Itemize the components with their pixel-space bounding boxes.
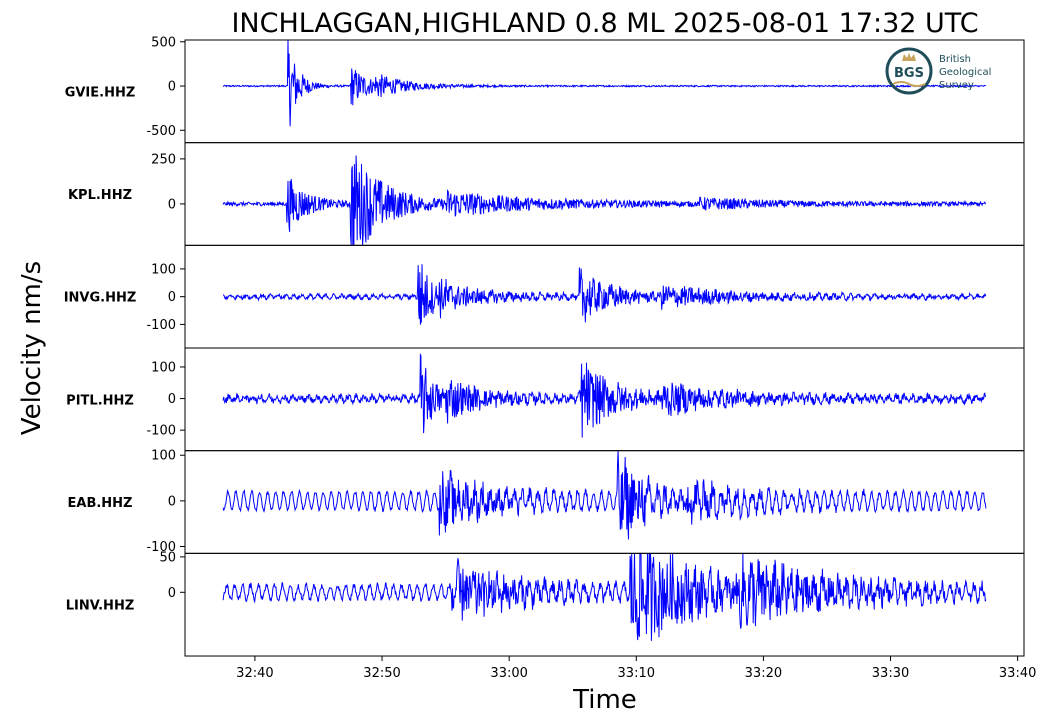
waveform-pitl-hhz: [222, 352, 987, 438]
trace-panels: GVIE.HHZ5000-500KPL.HHZ2500INVG.HHZ1000-…: [64, 35, 1025, 657]
station-label: GVIE.HHZ: [65, 85, 136, 100]
y-tick-label: -100: [146, 318, 176, 333]
bgs-logo-mark: BGS: [894, 66, 924, 81]
panel-kpl-hhz: KPL.HHZ 250 0: [68, 142, 1025, 246]
y-tick-label: 500: [151, 35, 176, 50]
y-tick-label: 0: [168, 586, 176, 601]
y-tick-label: -500: [146, 124, 176, 139]
waveform-kpl-hhz: [222, 155, 987, 246]
y-tick-label: 50: [159, 550, 176, 565]
y-tick-label: 100: [151, 360, 176, 375]
y-tick-label: 0: [168, 80, 176, 95]
bgs-logo: BGS British Geological Survey: [885, 47, 991, 95]
waveform-invg-hhz: [222, 264, 987, 325]
panel-gvie-hhz: GVIE.HHZ 500 0 -500: [65, 35, 1025, 144]
y-tick-label: 0: [168, 290, 176, 305]
x-axis-label: Time: [572, 685, 637, 715]
bgs-logo-line-3: Survey: [939, 80, 974, 91]
waveform-eab-hhz: [222, 450, 987, 540]
waveform-linv-hhz: [222, 552, 987, 641]
bgs-logo-crown-icon: [902, 53, 916, 61]
y-axis-label: Velocity nm/s: [17, 261, 47, 435]
y-tick-label: 100: [151, 262, 176, 277]
panel-frame: [184, 142, 1025, 246]
station-label: EAB.HHZ: [68, 496, 133, 511]
panel-eab-hhz: EAB.HHZ 100 0 -100: [68, 449, 1025, 555]
x-tick-label: 32:50: [363, 666, 400, 681]
bgs-logo-line-1: British: [939, 54, 971, 65]
station-label: INVG.HHZ: [64, 291, 137, 306]
x-tick-label: 33:20: [745, 666, 782, 681]
y-tick-label: -100: [146, 424, 176, 439]
x-tick-label: 33:00: [490, 666, 527, 681]
station-label: LINV.HHZ: [66, 599, 135, 614]
station-label: PITL.HHZ: [66, 393, 134, 408]
waveform-gvie-hhz: [222, 39, 986, 127]
x-tick-label: 33:30: [872, 666, 909, 681]
bgs-logo-ring-icon: [885, 47, 933, 95]
y-tick-label: 0: [168, 197, 176, 212]
bgs-logo-line-2: Geological: [939, 67, 991, 78]
x-tick-label: 33:40: [999, 666, 1036, 681]
y-tick-label: 100: [151, 449, 176, 464]
bgs-logo-wave-icon: [892, 81, 926, 87]
y-tick-label: 0: [168, 494, 176, 509]
y-tick-label: -100: [146, 540, 176, 555]
x-tick-label: 32:40: [236, 666, 273, 681]
y-tick-label: 0: [168, 392, 176, 407]
panel-linv-hhz: LINV.HHZ 50 0: [66, 550, 1025, 657]
x-axis: 32:40 32:50 33:00 33:10 33:20 33:30 33:40: [236, 656, 1036, 681]
y-tick-label: 250: [151, 152, 176, 167]
x-tick-label: 33:10: [618, 666, 655, 681]
panel-frame: [184, 552, 1025, 657]
panel-invg-hhz: INVG.HHZ 100 0 -100: [64, 244, 1025, 349]
station-label: KPL.HHZ: [68, 188, 132, 203]
panel-pitl-hhz: PITL.HHZ 100 0 -100: [66, 347, 1025, 452]
chart-title: INCHLAGGAN,HIGHLAND 0.8 ML 2025-08-01 17…: [231, 8, 978, 39]
